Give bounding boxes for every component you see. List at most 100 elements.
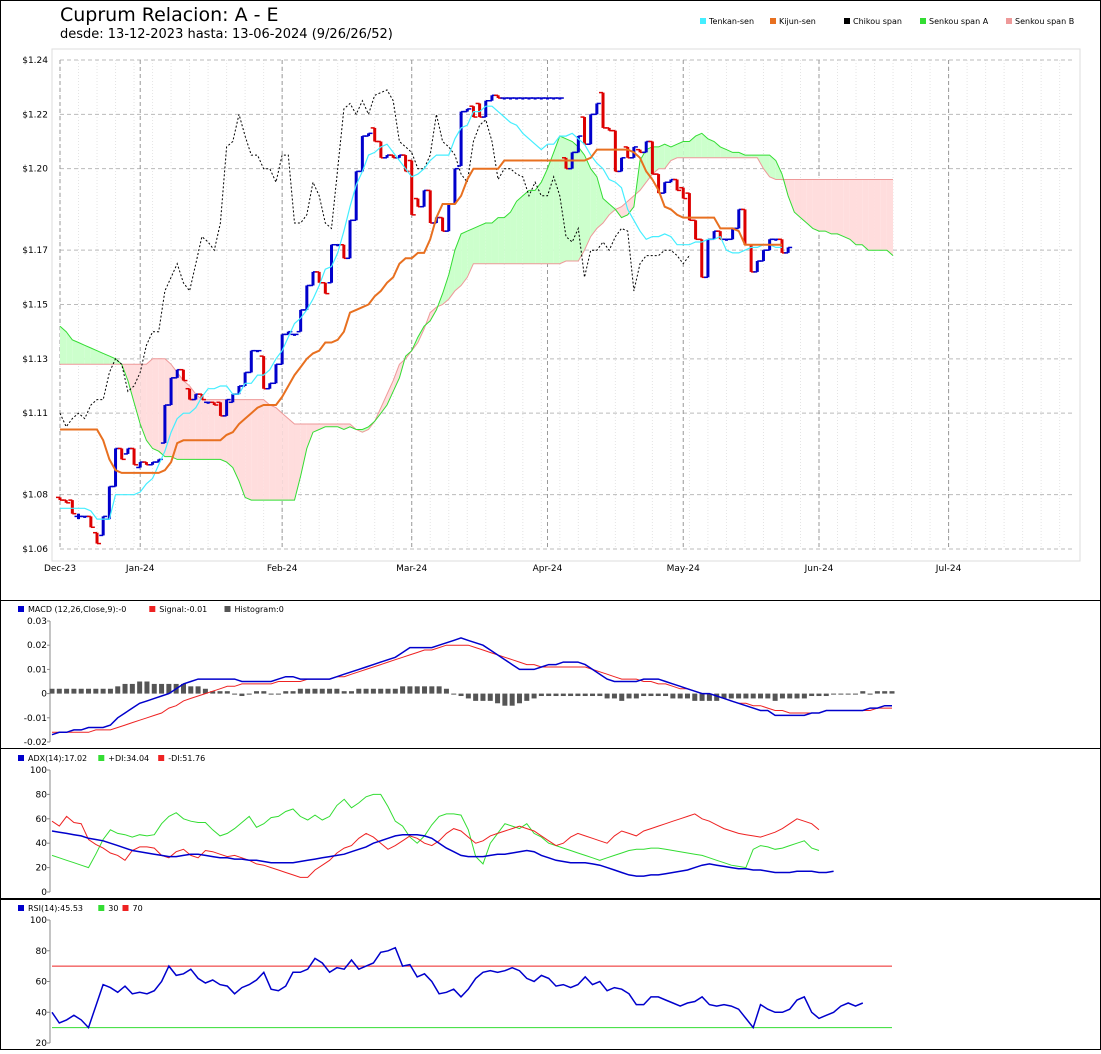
cloud-segment: [738, 152, 745, 158]
candle-bar: [323, 282, 327, 294]
cloud-segment: [337, 424, 344, 430]
cloud-segment: [214, 399, 221, 460]
histogram-bar: [429, 686, 435, 694]
histogram-bar: [305, 688, 311, 694]
x-tick-label: Jan-24: [125, 564, 155, 574]
histogram-bar: [334, 688, 340, 694]
legend-label: MACD (12,26,Close,9):-0: [28, 605, 126, 614]
cloud-segment: [769, 155, 776, 180]
candle-bar: [243, 372, 247, 386]
cloud-segment: [362, 426, 369, 433]
cloud-segment: [535, 182, 542, 264]
candle-bar: [101, 516, 105, 536]
cloud-segment: [701, 133, 708, 158]
y-tick-label: 40: [36, 839, 48, 849]
histogram-bar: [268, 693, 274, 695]
cloud-segment: [498, 217, 505, 264]
candle-bar: [447, 203, 451, 232]
histogram-bar: [348, 691, 354, 694]
cloud-segment: [831, 179, 838, 234]
candle-bar: [706, 239, 710, 278]
cloud-segment: [849, 179, 857, 245]
candle-bar: [743, 209, 747, 245]
histogram-bar: [633, 693, 639, 699]
cloud-segment: [158, 358, 165, 457]
cloud-segment: [775, 160, 782, 180]
histogram-bar: [626, 693, 632, 699]
histogram-bar: [407, 686, 413, 694]
candle-bar: [564, 157, 568, 169]
candle-bar: [422, 190, 426, 207]
histogram-bar: [889, 691, 895, 694]
cloud-segment: [516, 195, 523, 264]
candle-bar: [169, 377, 173, 406]
cloud-segment: [387, 380, 394, 406]
candle-bar: [583, 117, 587, 145]
cloud-segment: [868, 179, 875, 251]
histogram-bar: [239, 693, 245, 697]
y-tick-label: 100: [30, 916, 47, 926]
legend-label: ADX(14):17.02: [28, 754, 87, 763]
y-tick-label: 0.01: [27, 665, 47, 675]
cloud-segment: [856, 179, 863, 245]
candle-bar: [780, 239, 784, 253]
candle-bar: [151, 462, 155, 465]
legend-label: Senkou span A: [929, 17, 989, 26]
histogram-bar: [246, 693, 252, 695]
histogram-bar: [816, 693, 822, 697]
cloud-segment: [306, 424, 313, 449]
candle-bar: [391, 155, 395, 158]
chart-title: Cuprum Relacion: A - E: [60, 4, 279, 26]
cloud-segment: [732, 152, 739, 158]
cloud-segment: [522, 190, 529, 264]
legend-label: Kijun-sen: [779, 17, 816, 26]
histogram-bar: [582, 693, 588, 697]
histogram-bar: [538, 693, 544, 697]
y-tick-label: $1.17: [22, 246, 48, 256]
histogram-bar: [706, 693, 712, 701]
y-tick-label: 0: [41, 690, 47, 700]
y-tick-label: -0.02: [24, 738, 47, 748]
cloud-segment: [559, 136, 566, 264]
candle-bar: [601, 92, 605, 128]
cloud-segment: [603, 198, 610, 223]
candle-bar: [484, 100, 488, 118]
histogram-bar: [874, 691, 880, 694]
candle-bar: [373, 127, 377, 142]
legend-label: -DI:51.76: [168, 754, 205, 763]
cloud-segment: [880, 179, 887, 251]
histogram-bar: [414, 686, 420, 694]
candle-bar: [367, 133, 371, 137]
histogram-bar: [297, 688, 303, 694]
histogram-bar: [378, 688, 384, 694]
histogram-bar: [319, 688, 325, 694]
cloud-segment: [609, 203, 616, 215]
cloud-segment: [319, 424, 326, 430]
cloud-segment: [245, 399, 252, 501]
histogram-bar: [151, 683, 157, 694]
histogram-bar: [736, 693, 742, 699]
histogram-bar: [568, 693, 574, 697]
adx-line: [51, 830, 834, 877]
candle-bar: [595, 103, 599, 115]
cloud-segment: [257, 399, 264, 501]
legend-label: Senkou span B: [1015, 17, 1074, 26]
candle-bar: [262, 356, 266, 389]
cloud-segment: [491, 217, 499, 264]
histogram-bar: [487, 693, 493, 701]
legend-label: RSI(14):45.53: [28, 904, 83, 913]
histogram-bar: [159, 683, 165, 694]
histogram-bar: [290, 691, 296, 694]
histogram-bar: [217, 691, 223, 694]
candle-bar: [330, 244, 334, 283]
candle-bar: [157, 459, 161, 463]
histogram-bar: [684, 693, 690, 699]
tenkan-sen-line: [60, 105, 782, 520]
candle-bar: [274, 364, 278, 384]
cloud-segment: [195, 394, 202, 460]
cloud-segment: [134, 364, 141, 425]
cloud-segment: [90, 347, 98, 365]
candle-bar: [620, 157, 624, 172]
histogram-bar: [692, 693, 698, 701]
cloud-segment: [152, 358, 159, 452]
